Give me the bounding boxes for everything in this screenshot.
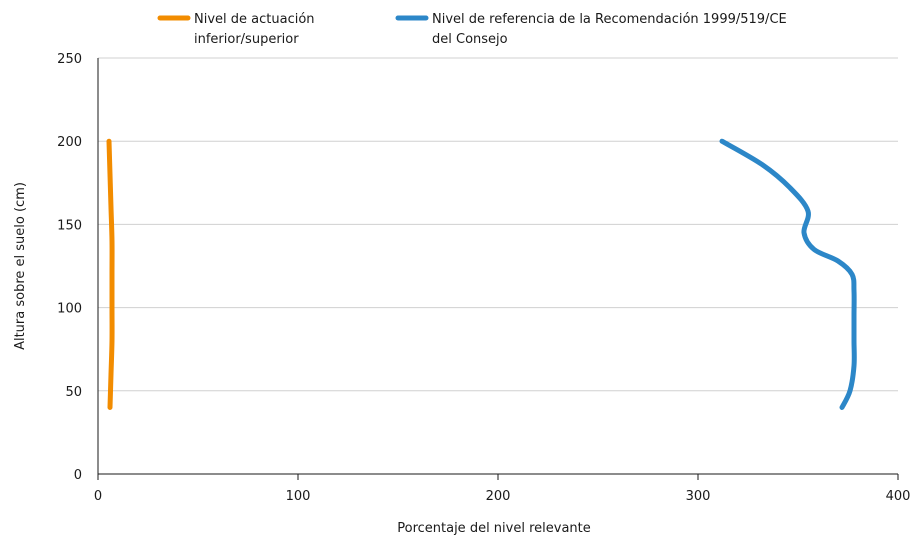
x-tick-label: 400 [886,489,911,504]
legend-label-1: Nivel de actuación inferior/superior [194,12,315,47]
x-tick-label: 300 [686,489,711,504]
legend-label-line: Nivel de referencia de la Recomendación … [432,12,787,27]
x-tick-label: 200 [486,489,511,504]
legend-label-2: Nivel de referencia de la Recomendación … [432,12,787,47]
x-tick-labels: 0 100 200 300 400 [94,474,911,504]
y-tick-labels: 0 50 100 150 200 250 [57,52,82,483]
y-tick-label: 50 [65,385,82,400]
axes [97,58,898,475]
x-tick-label: 100 [286,489,311,504]
x-axis-label: Porcentaje del nivel relevante [397,521,591,536]
grid-lines [98,57,898,392]
y-tick-label: 0 [74,468,82,483]
legend-label-line: inferior/superior [194,32,299,47]
y-tick-label: 200 [57,135,82,150]
y-tick-label: 100 [57,302,82,317]
series-lines [106,138,857,410]
series-line-2 [719,138,857,410]
legend-label-line: del Consejo [432,32,508,47]
legend-label-line: Nivel de actuación [194,12,315,27]
y-tick-label: 150 [57,218,82,233]
x-tick-label: 0 [94,489,102,504]
series-line-1 [106,138,115,410]
y-tick-label: 250 [57,52,82,67]
legend: Nivel de actuación inferior/superiorNivel… [157,12,787,47]
y-axis-label: Altura sobre el suelo (cm) [13,182,28,350]
